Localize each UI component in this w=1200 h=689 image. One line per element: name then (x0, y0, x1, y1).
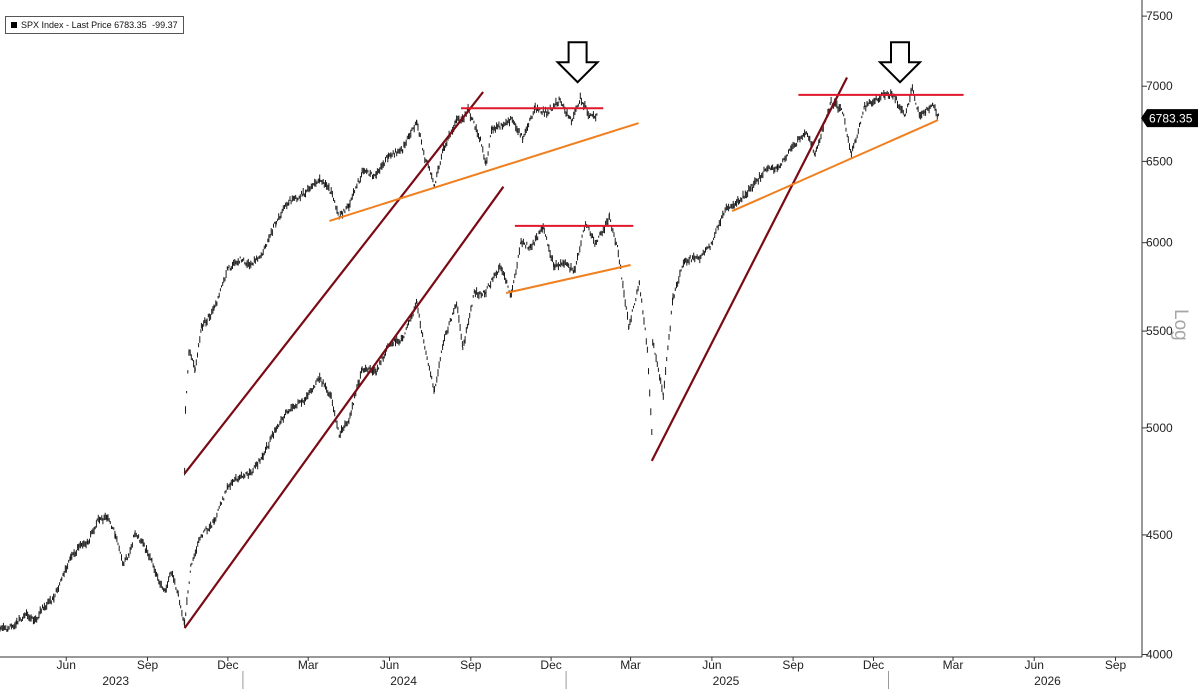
scale-type-label: Log (1170, 309, 1191, 341)
x-tick-label: Jun (380, 658, 399, 672)
support-trendline-7 (329, 122, 639, 222)
x-tick-label: Sep (782, 658, 804, 672)
x-year-label: 2026 (1034, 674, 1061, 688)
x-tick-layer: Jun Sep Dec Mar Jun Sep Dec Mar Jun Sep Dec Mar Jun S… (57, 657, 1127, 689)
legend-label: Last Price (71, 20, 112, 30)
price-series-2 (184, 92, 598, 476)
x-tick-label: Sep (137, 658, 159, 672)
support-trendline-9 (731, 119, 939, 213)
channel-trendline-2 (183, 91, 484, 475)
x-tick-label: Dec (217, 658, 238, 672)
x-tick-label: Dec (863, 658, 884, 672)
y-tick-label: 5000 (1146, 421, 1173, 435)
y-tick-label: 7500 (1146, 9, 1173, 23)
x-year-label: 2023 (102, 674, 129, 688)
down-arrow-icon-1 (555, 41, 601, 84)
x-tick-label: Jun (1025, 658, 1044, 672)
x-tick-label: Jun (57, 658, 76, 672)
price-bars-2 (184, 92, 598, 476)
x-tick-label: Jun (702, 658, 721, 672)
y-tick-label: 4500 (1146, 528, 1173, 542)
last-price-box (1141, 109, 1198, 128)
y-tick-label: 4000 (1146, 648, 1173, 662)
y-tick-label: 6500 (1146, 154, 1173, 168)
y-tick-label: 5500 (1146, 324, 1173, 338)
annotation-layer (555, 41, 923, 84)
last-price-marker: 6783.35 (1141, 109, 1198, 128)
y-tick-label: 6000 (1146, 236, 1173, 250)
price-bars-1 (0, 84, 939, 632)
x-tick-label: Sep (1105, 658, 1127, 672)
trendline-layer (183, 77, 964, 629)
y-tick-layer: 4000 4500 5000 5500 6000 6500 7000 7500 (1142, 9, 1173, 662)
x-year-label: 2024 (390, 674, 417, 688)
price-series-layer (0, 84, 939, 632)
price-series-1 (0, 84, 939, 632)
axis-layer: Log (0, 0, 1191, 658)
x-tick-label: Mar (943, 658, 964, 672)
x-tick-label: Mar (298, 658, 319, 672)
x-tick-label: Mar (620, 658, 641, 672)
support-trendline-8 (505, 264, 631, 294)
x-year-label: 2025 (713, 674, 740, 688)
channel-trendline-1 (183, 186, 505, 629)
channel-trendline-3 (650, 77, 848, 462)
chart-legend: SPX Index - Last Price 6783.35 -99.37 (5, 16, 184, 34)
legend-ticker: SPX Index (21, 20, 64, 30)
x-tick-label: Dec (540, 658, 561, 672)
y-tick-label: 7000 (1146, 79, 1173, 93)
last-price-label: 6783.35 (1149, 112, 1193, 126)
down-arrow-icon-2 (877, 41, 923, 84)
x-tick-label: Sep (460, 658, 482, 672)
legend-swatch-icon (11, 22, 17, 28)
legend-value: 6783.35 (114, 20, 147, 30)
legend-change: -99.37 (152, 20, 178, 30)
legend-separator: - (66, 20, 70, 30)
